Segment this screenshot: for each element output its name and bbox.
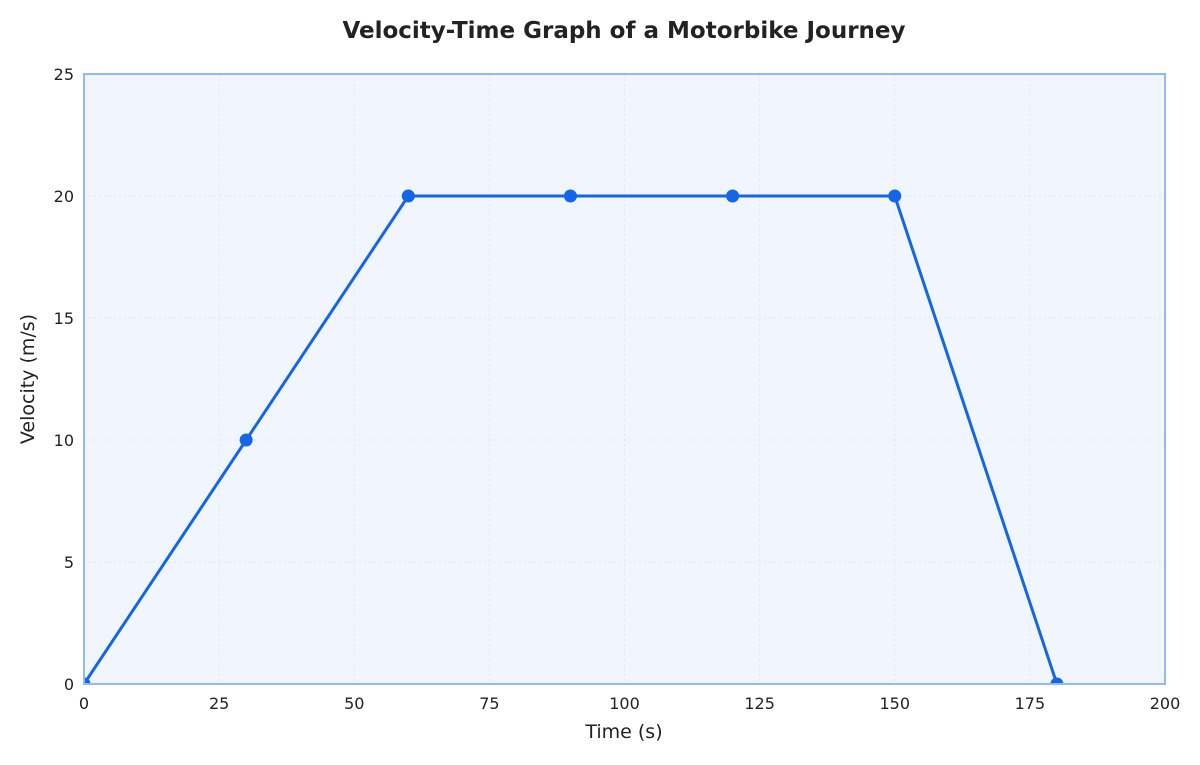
x-tick-label: 100 bbox=[609, 694, 640, 713]
data-point bbox=[1050, 677, 1064, 684]
tick-labels: 0 25 50 75 100 125 150 175 200 0 5 10 15 20 25 bbox=[54, 65, 1181, 713]
chart-title: Velocity-Time Graph of a Motorbike Journ… bbox=[342, 18, 905, 44]
x-axis-label: Time (s) bbox=[584, 721, 662, 743]
data-point bbox=[239, 433, 253, 447]
y-tick-label: 20 bbox=[54, 187, 74, 206]
x-tick-label: 125 bbox=[744, 694, 775, 713]
y-tick-label: 15 bbox=[54, 309, 74, 328]
x-tick-label: 150 bbox=[879, 694, 910, 713]
y-tick-label: 0 bbox=[64, 675, 74, 694]
series bbox=[84, 189, 1064, 684]
x-tick-label: 25 bbox=[209, 694, 229, 713]
y-tick-label: 10 bbox=[54, 431, 74, 450]
data-point bbox=[563, 189, 577, 203]
y-tick-label: 25 bbox=[54, 65, 74, 84]
x-tick-label: 0 bbox=[79, 694, 89, 713]
x-tick-label: 200 bbox=[1150, 694, 1181, 713]
x-tick-label: 50 bbox=[344, 694, 364, 713]
plot-frame bbox=[83, 73, 1166, 685]
data-point bbox=[401, 189, 415, 203]
y-axis-label: Velocity (m/s) bbox=[17, 314, 39, 444]
x-tick-label: 175 bbox=[1015, 694, 1046, 713]
x-tick-label: 75 bbox=[479, 694, 499, 713]
y-tick-label: 5 bbox=[64, 553, 74, 572]
data-point bbox=[84, 677, 91, 684]
data-point bbox=[888, 189, 902, 203]
data-point bbox=[726, 189, 740, 203]
